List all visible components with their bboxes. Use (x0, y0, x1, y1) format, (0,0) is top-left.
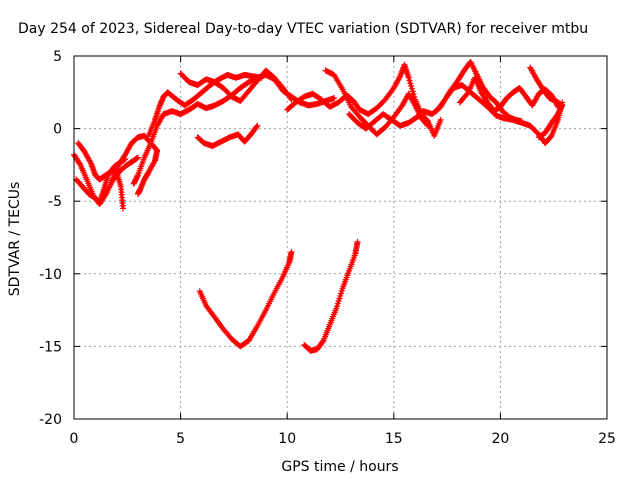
satellite-track-e (130, 71, 338, 187)
satellite-track-h (194, 122, 261, 150)
x-tick-label: 5 (176, 431, 185, 447)
y-tick-label: -15 (39, 339, 62, 355)
tick-labels: 0 5 10 15 20 25 5 0 -5 -10 -15 -20 (39, 49, 616, 447)
x-tick-label: 0 (70, 431, 79, 447)
plot-frame (73, 55, 608, 420)
y-tick-label: -10 (39, 267, 62, 283)
data-point (134, 154, 141, 161)
data-point (354, 238, 361, 245)
satellite-track-n (433, 82, 566, 147)
data-point (120, 205, 127, 212)
chart-grid (74, 56, 607, 419)
satellite-track-m (346, 58, 525, 132)
y-tick-label: 0 (53, 122, 62, 138)
data-point (535, 134, 542, 141)
x-tick-label: 20 (491, 431, 509, 447)
data-point (76, 160, 83, 167)
data-point (437, 116, 444, 123)
series-trace (303, 241, 360, 353)
data-point (408, 82, 415, 89)
data-point (409, 88, 416, 95)
data-point (331, 95, 338, 102)
y-tick-label: 5 (53, 49, 62, 65)
data-point (424, 122, 431, 129)
x-tick-label: 25 (598, 431, 616, 447)
chart-title: Day 254 of 2023, Sidereal Day-to-day VTE… (18, 21, 588, 37)
data-point (405, 74, 412, 81)
x-tick-label: 10 (278, 431, 296, 447)
y-axis-label: SDTVAR / TECUs (7, 182, 23, 297)
series-trace (198, 251, 293, 348)
data-point (288, 249, 295, 256)
satellite-track-j (301, 238, 361, 354)
axis-ticks (73, 55, 608, 420)
satellite-track-f (145, 71, 265, 139)
satellite-track-i (196, 249, 295, 350)
y-tick-label: -5 (48, 194, 62, 210)
x-axis-label: GPS time / hours (281, 459, 398, 475)
y-tick-label: -20 (39, 412, 62, 428)
data-point (464, 90, 471, 97)
data-point (254, 122, 261, 129)
satellite-track-g (177, 67, 295, 105)
data-point (408, 85, 415, 92)
data-point (319, 338, 326, 345)
satellite-track-p (527, 64, 566, 141)
data-point (407, 80, 414, 87)
data-point (288, 96, 295, 103)
data-point (253, 123, 260, 130)
plot-area (71, 58, 566, 354)
data-point (134, 190, 141, 197)
x-tick-label: 15 (385, 431, 403, 447)
data-point (424, 121, 431, 128)
data-point (406, 77, 413, 84)
